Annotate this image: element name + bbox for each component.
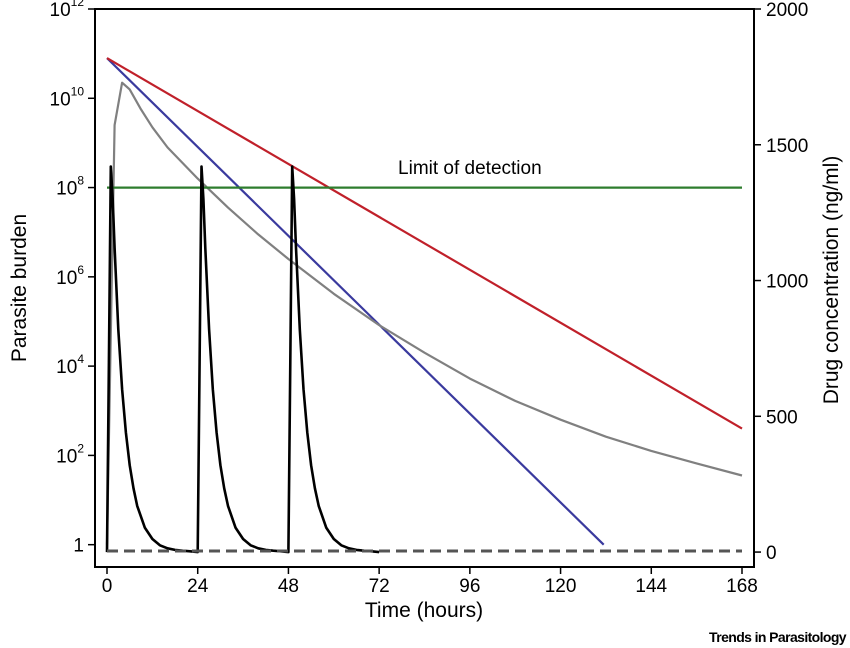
series-line-1 <box>106 57 743 430</box>
x-tick-label: 0 <box>102 576 113 597</box>
y-right-tick-label: 1000 <box>766 272 808 293</box>
y-axis-right-title: Drug concentration (ng/ml) <box>820 156 843 405</box>
x-tick-label: 48 <box>278 576 299 597</box>
y-left-tick-label: 102 <box>56 441 84 467</box>
y-left-tick-label: 1012 <box>50 0 85 21</box>
limit-annotation: Limit of detection <box>398 158 542 179</box>
series-layer <box>105 57 743 554</box>
y-left-tick-label: 104 <box>56 352 84 378</box>
x-tick-label: 96 <box>459 576 480 597</box>
series-line-2 <box>105 81 743 545</box>
y-right-tick-label: 1500 <box>766 136 808 157</box>
y-right-tick-label: 0 <box>766 543 777 564</box>
y-right-tick-label: 500 <box>766 407 798 428</box>
y-left-tick-label: 1 <box>73 536 84 557</box>
series-line-4 <box>105 165 380 554</box>
axis-layer: 0 24 48 72 96 120 144 168 1 102 104 106 108 1010 1012 0… <box>50 0 809 597</box>
x-tick-label: 120 <box>545 576 577 597</box>
y-right-tick-label: 2000 <box>766 0 808 21</box>
x-axis-title: Time (hours) <box>365 599 483 622</box>
x-tick-label: 168 <box>726 576 758 597</box>
x-tick-label: 72 <box>369 576 390 597</box>
y-axis-left-title: Parasite burden <box>8 214 31 362</box>
y-left-tick-label: 1010 <box>50 84 85 110</box>
plot-frame <box>94 8 755 568</box>
y-left-tick-label: 106 <box>56 263 84 289</box>
x-tick-label: 24 <box>187 576 209 597</box>
y-left-tick-label: 108 <box>56 174 84 200</box>
x-tick-label: 144 <box>635 576 667 597</box>
journal-credit: Trends in Parasitology <box>709 629 847 645</box>
series-line-0 <box>106 57 605 546</box>
